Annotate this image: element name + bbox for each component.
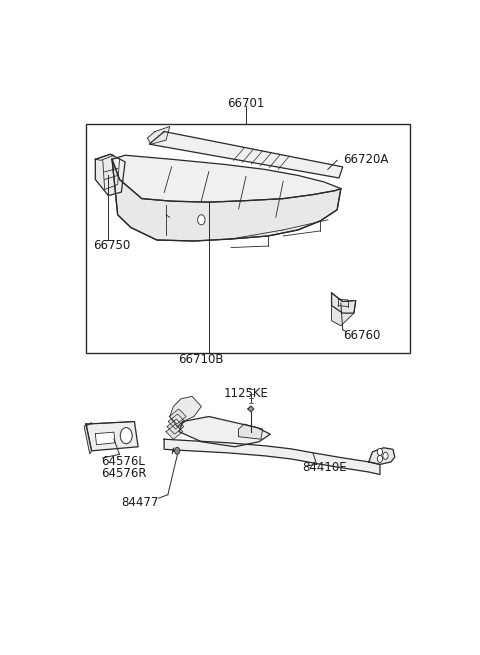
- Polygon shape: [96, 432, 115, 445]
- Text: 66701: 66701: [228, 98, 264, 110]
- Polygon shape: [239, 424, 263, 440]
- Circle shape: [377, 448, 383, 455]
- Polygon shape: [166, 424, 183, 440]
- Polygon shape: [168, 414, 185, 429]
- Text: 84410E: 84410E: [302, 462, 347, 474]
- Circle shape: [377, 455, 383, 462]
- Text: 66710B: 66710B: [179, 353, 224, 366]
- Text: 64576R: 64576R: [101, 466, 146, 479]
- Polygon shape: [149, 132, 343, 178]
- Text: 66720A: 66720A: [343, 153, 388, 166]
- Polygon shape: [167, 419, 184, 434]
- Polygon shape: [112, 155, 341, 202]
- Text: 84477: 84477: [121, 496, 159, 509]
- Polygon shape: [112, 159, 341, 241]
- Polygon shape: [169, 409, 186, 424]
- Polygon shape: [170, 396, 202, 426]
- Text: 66750: 66750: [94, 238, 131, 252]
- Circle shape: [120, 428, 132, 443]
- Polygon shape: [179, 417, 270, 447]
- Circle shape: [383, 453, 388, 459]
- Polygon shape: [332, 293, 356, 313]
- Polygon shape: [96, 155, 125, 196]
- Circle shape: [175, 447, 180, 455]
- Polygon shape: [164, 440, 380, 474]
- Polygon shape: [369, 448, 395, 464]
- Text: 1125KE: 1125KE: [224, 387, 268, 400]
- Polygon shape: [96, 155, 114, 160]
- Polygon shape: [86, 422, 138, 451]
- Text: 64576L: 64576L: [101, 455, 145, 468]
- Text: 66760: 66760: [343, 329, 380, 343]
- Bar: [86, 124, 409, 354]
- Polygon shape: [332, 293, 356, 326]
- Polygon shape: [147, 126, 170, 144]
- Circle shape: [198, 215, 205, 225]
- Polygon shape: [84, 424, 92, 454]
- Polygon shape: [248, 406, 254, 412]
